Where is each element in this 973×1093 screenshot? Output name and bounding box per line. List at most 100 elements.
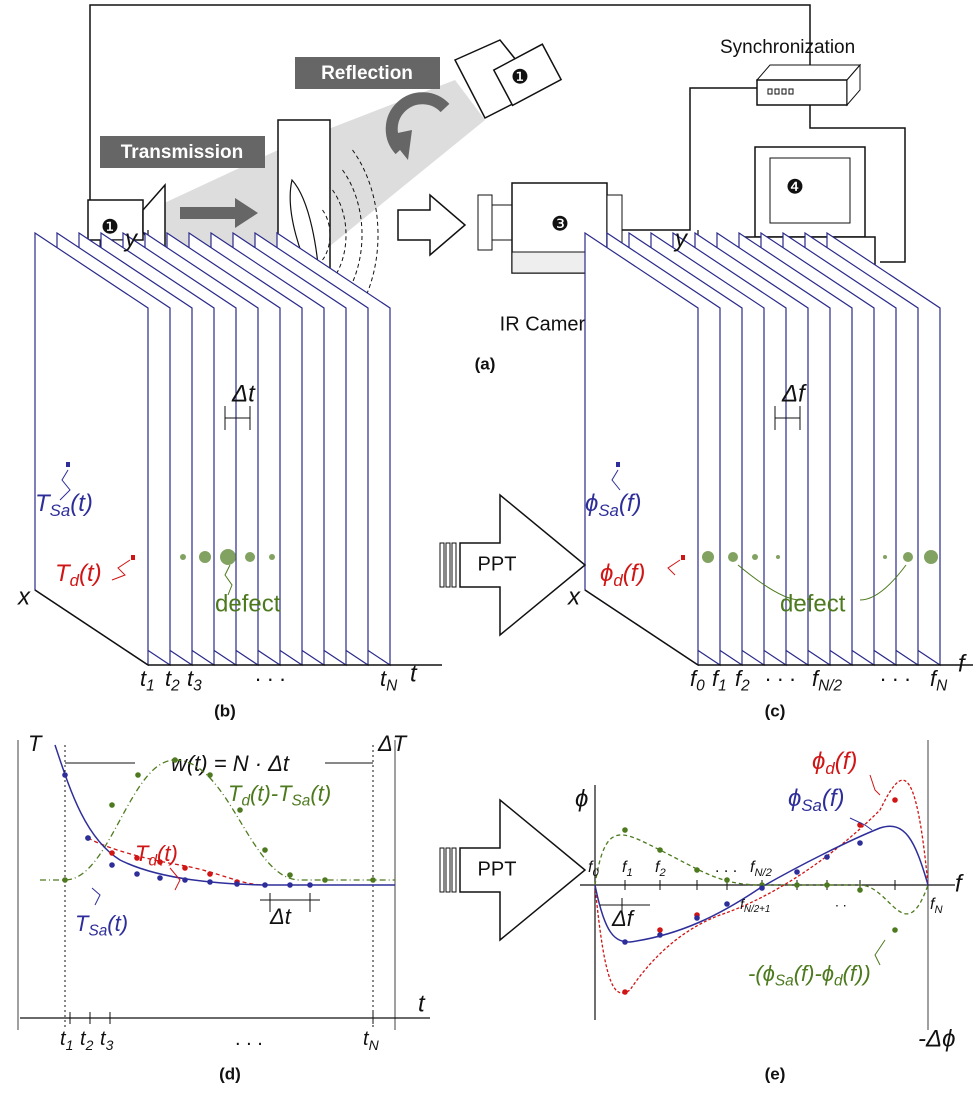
sample bbox=[794, 882, 800, 888]
label: ϕd(f) bbox=[600, 560, 645, 590]
text-part: (f) bbox=[619, 490, 642, 517]
label: f0 bbox=[588, 859, 599, 879]
subscript: 2 bbox=[170, 678, 180, 695]
sample bbox=[62, 772, 68, 778]
subscript: N/2+1 bbox=[744, 904, 770, 915]
defect-spot bbox=[245, 552, 255, 562]
arrow-stripe bbox=[440, 848, 444, 892]
text-part: (t) bbox=[107, 911, 128, 936]
label: (e) bbox=[765, 1064, 786, 1083]
label: t2 bbox=[80, 1028, 94, 1052]
sample bbox=[109, 802, 115, 808]
text-part: . . . bbox=[765, 661, 796, 686]
sample bbox=[824, 854, 830, 860]
label: tN bbox=[363, 1028, 380, 1052]
label: T bbox=[28, 731, 43, 756]
sample bbox=[109, 862, 115, 868]
text-part: . . . bbox=[255, 661, 286, 686]
label: . . . bbox=[765, 661, 796, 686]
pointer bbox=[870, 775, 880, 795]
text-part: ϕ bbox=[585, 490, 598, 517]
text-part: (f)) bbox=[843, 961, 871, 986]
label: Td(t)-TSa(t) bbox=[228, 781, 331, 810]
sample bbox=[135, 772, 141, 778]
subscript: N bbox=[934, 904, 943, 916]
sample bbox=[657, 927, 663, 933]
arrow-stripe bbox=[446, 848, 450, 892]
sample bbox=[892, 927, 898, 933]
defect-spot bbox=[269, 554, 275, 560]
defect-spot bbox=[199, 551, 211, 563]
sample bbox=[322, 877, 328, 883]
sample bbox=[657, 847, 663, 853]
sample bbox=[857, 840, 863, 846]
figure: ReflectionTransmission❶❶❷❸Synchronizatio… bbox=[0, 0, 973, 1093]
text-part: ϕ bbox=[600, 560, 613, 587]
camera-lens bbox=[492, 205, 512, 240]
label: t1 bbox=[140, 666, 155, 695]
point bbox=[616, 462, 620, 467]
subscript: 1 bbox=[718, 678, 727, 695]
label: f bbox=[955, 870, 964, 897]
label: PPT bbox=[478, 858, 517, 880]
label: PPT bbox=[478, 553, 517, 575]
pointer bbox=[92, 888, 100, 905]
label: f2 bbox=[655, 859, 666, 879]
subscript: N bbox=[369, 1037, 380, 1053]
label: f1 bbox=[622, 859, 633, 879]
text-part: (t) bbox=[79, 560, 102, 587]
subscript: 0 bbox=[592, 867, 599, 879]
subscript: 1 bbox=[66, 1037, 74, 1053]
defect-spot bbox=[903, 552, 913, 562]
sample bbox=[182, 877, 188, 883]
label: f bbox=[958, 650, 967, 677]
sample bbox=[62, 877, 68, 883]
arrow-stripe bbox=[452, 848, 456, 892]
text-part: ϕ bbox=[788, 785, 801, 812]
label: t3 bbox=[187, 666, 202, 695]
sample bbox=[262, 882, 268, 888]
label: ❹ bbox=[786, 176, 804, 198]
label: (c) bbox=[765, 701, 786, 720]
label: Transmission bbox=[121, 142, 244, 163]
subscript: N/2 bbox=[754, 867, 772, 879]
subscript: Sa bbox=[88, 923, 107, 940]
text-part: (f) bbox=[835, 748, 858, 775]
pointer bbox=[170, 868, 180, 890]
pointer bbox=[875, 940, 885, 965]
label: ϕSa(f) bbox=[788, 785, 845, 815]
label: fN bbox=[930, 666, 948, 695]
point bbox=[131, 555, 135, 560]
defect-spot bbox=[752, 554, 758, 560]
text-part: (t)-T bbox=[250, 781, 293, 806]
sample bbox=[109, 850, 115, 856]
label: defect bbox=[215, 590, 281, 617]
arrow-stripe bbox=[446, 543, 450, 587]
label: f0 bbox=[690, 666, 705, 695]
sample bbox=[182, 865, 188, 871]
sample bbox=[207, 871, 213, 877]
point bbox=[66, 462, 70, 467]
text-part: (f)-ϕ bbox=[794, 961, 834, 986]
sample bbox=[857, 887, 863, 893]
arrow-stripe bbox=[452, 543, 456, 587]
sample bbox=[892, 797, 898, 803]
label: Δt bbox=[231, 380, 256, 407]
label: fN/2 bbox=[812, 666, 843, 695]
label: y bbox=[673, 225, 689, 252]
sample bbox=[234, 881, 240, 887]
text-part: . . . bbox=[235, 1028, 263, 1050]
label: t1 bbox=[60, 1028, 73, 1052]
sample bbox=[622, 989, 628, 995]
defect-spot bbox=[776, 555, 780, 559]
label: IR Camera bbox=[500, 313, 598, 335]
label: defect bbox=[780, 590, 846, 617]
subscript: Sa bbox=[50, 502, 71, 521]
subscript: 0 bbox=[696, 678, 705, 695]
text-part: ϕ bbox=[812, 748, 825, 775]
subscript: Sa bbox=[292, 793, 311, 810]
sample bbox=[157, 875, 163, 881]
label: x bbox=[17, 583, 31, 610]
text-part: (f) bbox=[623, 560, 646, 587]
label: ϕ bbox=[575, 785, 588, 812]
